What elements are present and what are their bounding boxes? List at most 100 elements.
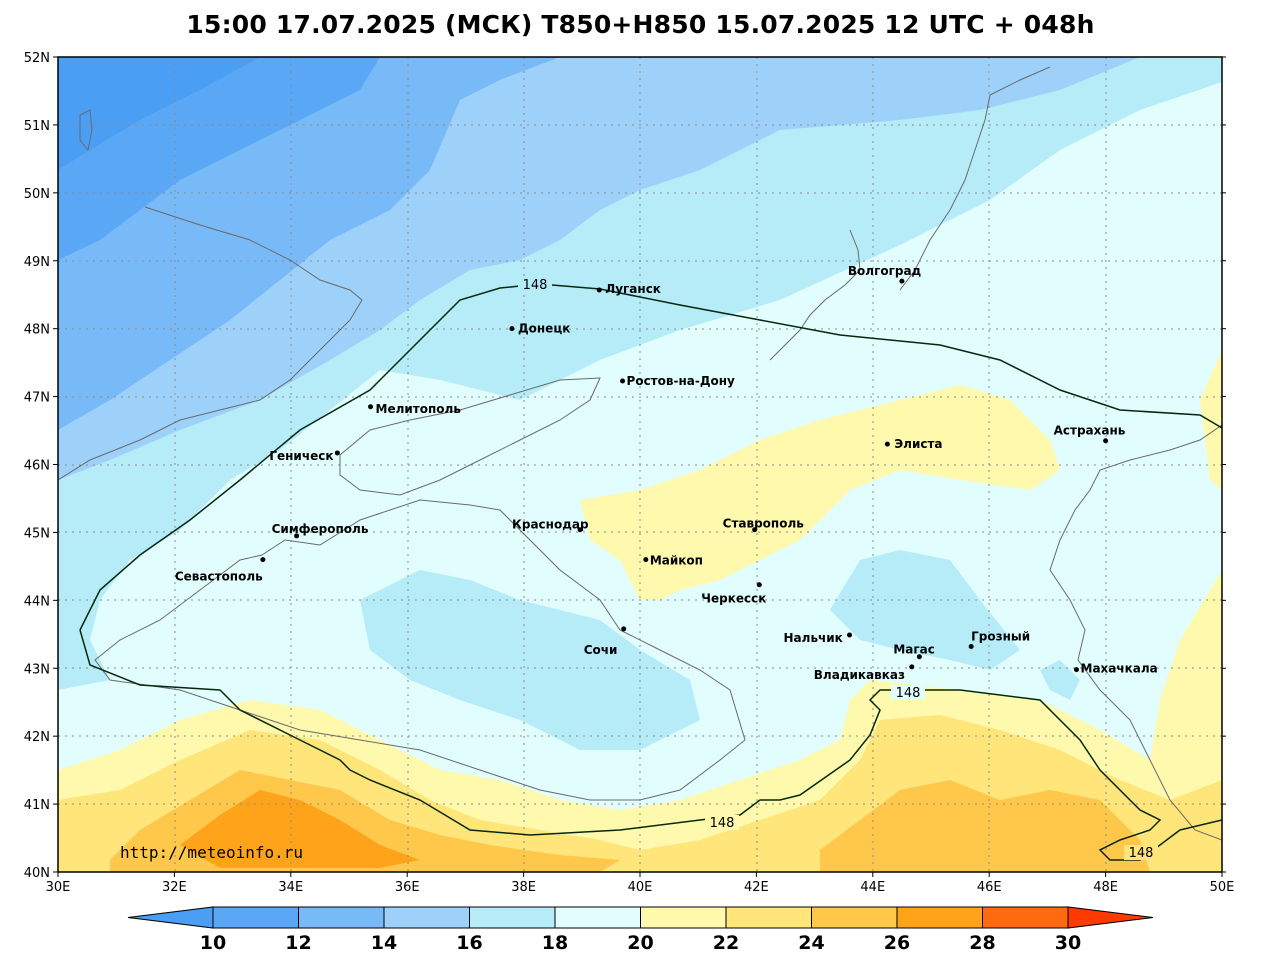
lon-label: 40E bbox=[628, 880, 653, 895]
colorbar-label: 12 bbox=[285, 932, 311, 954]
city-marker: Нальчик bbox=[784, 631, 853, 645]
city-label: Грозный bbox=[971, 630, 1030, 644]
colorbar: 10 12 14 16 18 20 22 24 26 28 30 bbox=[127, 906, 1154, 954]
city-label: Севастополь bbox=[175, 570, 263, 584]
city-marker: Магас bbox=[893, 643, 935, 660]
city-dot bbox=[509, 326, 515, 332]
city-label: Астрахань bbox=[1054, 424, 1126, 438]
city-dot bbox=[847, 632, 853, 638]
city-label: Сочи bbox=[584, 643, 618, 657]
lat-label: 45N bbox=[24, 526, 50, 541]
city-marker: Владикавказ bbox=[814, 664, 915, 682]
temp-zone-16-18-sea bbox=[360, 570, 700, 750]
colorbar-segment bbox=[383, 906, 470, 929]
city-marker: Луганск bbox=[596, 282, 661, 296]
city-dot bbox=[899, 278, 905, 284]
colorbar-segment bbox=[298, 906, 385, 929]
axes-layer: 52N51N50N49N48N47N46N45N44N43N42N41N40N3… bbox=[24, 51, 1235, 895]
city-dot bbox=[1074, 667, 1079, 673]
city-dot bbox=[884, 441, 890, 447]
city-dot bbox=[916, 654, 922, 660]
colorbar-segment bbox=[982, 906, 1069, 929]
city-label: Луганск bbox=[605, 282, 661, 296]
colorbar-segment bbox=[554, 906, 641, 929]
lat-label: 40N bbox=[24, 866, 50, 881]
city-marker: Донецк bbox=[509, 322, 570, 336]
lat-label: 52N bbox=[24, 51, 50, 66]
colorbar-left-arrow bbox=[127, 906, 214, 929]
city-label: Донецк bbox=[518, 322, 570, 336]
city-marker: Краснодар bbox=[512, 518, 589, 533]
lat-label: 44N bbox=[24, 594, 50, 609]
lon-label: 38E bbox=[511, 880, 536, 895]
lat-label: 46N bbox=[24, 459, 50, 474]
colorbar-segment bbox=[640, 906, 727, 929]
city-marker: Грозный bbox=[968, 630, 1030, 650]
city-dot bbox=[368, 404, 374, 410]
city-marker: Элиста bbox=[884, 437, 943, 451]
city-label: Нальчик bbox=[784, 631, 843, 645]
city-label: Майкоп bbox=[650, 554, 703, 568]
city-dot bbox=[756, 582, 762, 588]
city-label: Владикавказ bbox=[814, 668, 905, 682]
coastlines bbox=[58, 66, 1222, 841]
colorbar-label: 10 bbox=[200, 932, 226, 954]
colorbar-label: 30 bbox=[1055, 932, 1081, 954]
city-dot bbox=[968, 644, 974, 650]
city-label: Краснодар bbox=[512, 518, 589, 532]
lat-label: 51N bbox=[24, 119, 50, 134]
isoline-label-bg bbox=[1124, 845, 1158, 860]
lat-label: 48N bbox=[24, 323, 50, 338]
colorbar-segment bbox=[212, 906, 299, 929]
city-marker: Ростов-на-Дону bbox=[620, 374, 735, 388]
city-dot bbox=[260, 557, 266, 563]
colorbar-label: 18 bbox=[542, 932, 568, 954]
lat-label: 43N bbox=[24, 662, 50, 677]
city-label: Магас bbox=[893, 643, 935, 657]
lon-label: 34E bbox=[278, 880, 303, 895]
isoline-label-4: 148 bbox=[1129, 846, 1154, 861]
city-dot bbox=[596, 287, 602, 293]
colorbar-label: 16 bbox=[456, 932, 482, 954]
isoline-label-3: 148 bbox=[710, 816, 735, 831]
city-marker: Махачкала bbox=[1074, 662, 1158, 676]
lat-label: 41N bbox=[24, 798, 50, 813]
colorbar-label: 28 bbox=[969, 932, 995, 954]
isoline-label-1: 148 bbox=[523, 278, 548, 293]
lat-label: 42N bbox=[24, 730, 50, 745]
isoline-label-2: 148 bbox=[896, 686, 921, 701]
colorbar-segment bbox=[469, 906, 556, 929]
city-dot bbox=[577, 527, 583, 533]
lat-label: 50N bbox=[24, 187, 50, 202]
city-label: Мелитополь bbox=[376, 402, 462, 416]
colorbar-label: 20 bbox=[627, 932, 653, 954]
city-marker: Симферополь bbox=[272, 522, 369, 539]
city-marker: Черкесск bbox=[701, 582, 766, 606]
isoline-labels: 148 148 148 148 bbox=[518, 277, 1158, 861]
city-dot bbox=[1103, 438, 1109, 444]
temp-zone-26-28 bbox=[180, 790, 420, 868]
colorbar-label: 24 bbox=[798, 932, 824, 954]
city-dot bbox=[643, 557, 649, 563]
colorbar-label: 22 bbox=[713, 932, 739, 954]
lat-label: 49N bbox=[24, 255, 50, 270]
cities-layer: Волгоград Луганск Донецк Ростов-на-Дону Мели… bbox=[175, 264, 1158, 682]
city-marker: Севастополь bbox=[175, 557, 266, 584]
lon-label: 46E bbox=[977, 880, 1002, 895]
lon-label: 50E bbox=[1210, 880, 1235, 895]
city-label: Ростов-на-Дону bbox=[627, 374, 736, 388]
city-label: Махачкала bbox=[1081, 662, 1158, 676]
lon-label: 30E bbox=[46, 880, 71, 895]
city-dot bbox=[294, 533, 300, 539]
colorbar-right-arrow bbox=[1067, 906, 1154, 929]
isoline-label-bg bbox=[705, 815, 739, 830]
lon-label: 48E bbox=[1093, 880, 1118, 895]
colorbar-segment bbox=[896, 906, 983, 929]
colorbar-label: 26 bbox=[884, 932, 910, 954]
lon-label: 36E bbox=[395, 880, 420, 895]
lon-label: 44E bbox=[860, 880, 885, 895]
colorbar-label: 14 bbox=[371, 932, 397, 954]
city-marker: Мелитополь bbox=[368, 402, 461, 416]
city-dot bbox=[334, 450, 340, 456]
